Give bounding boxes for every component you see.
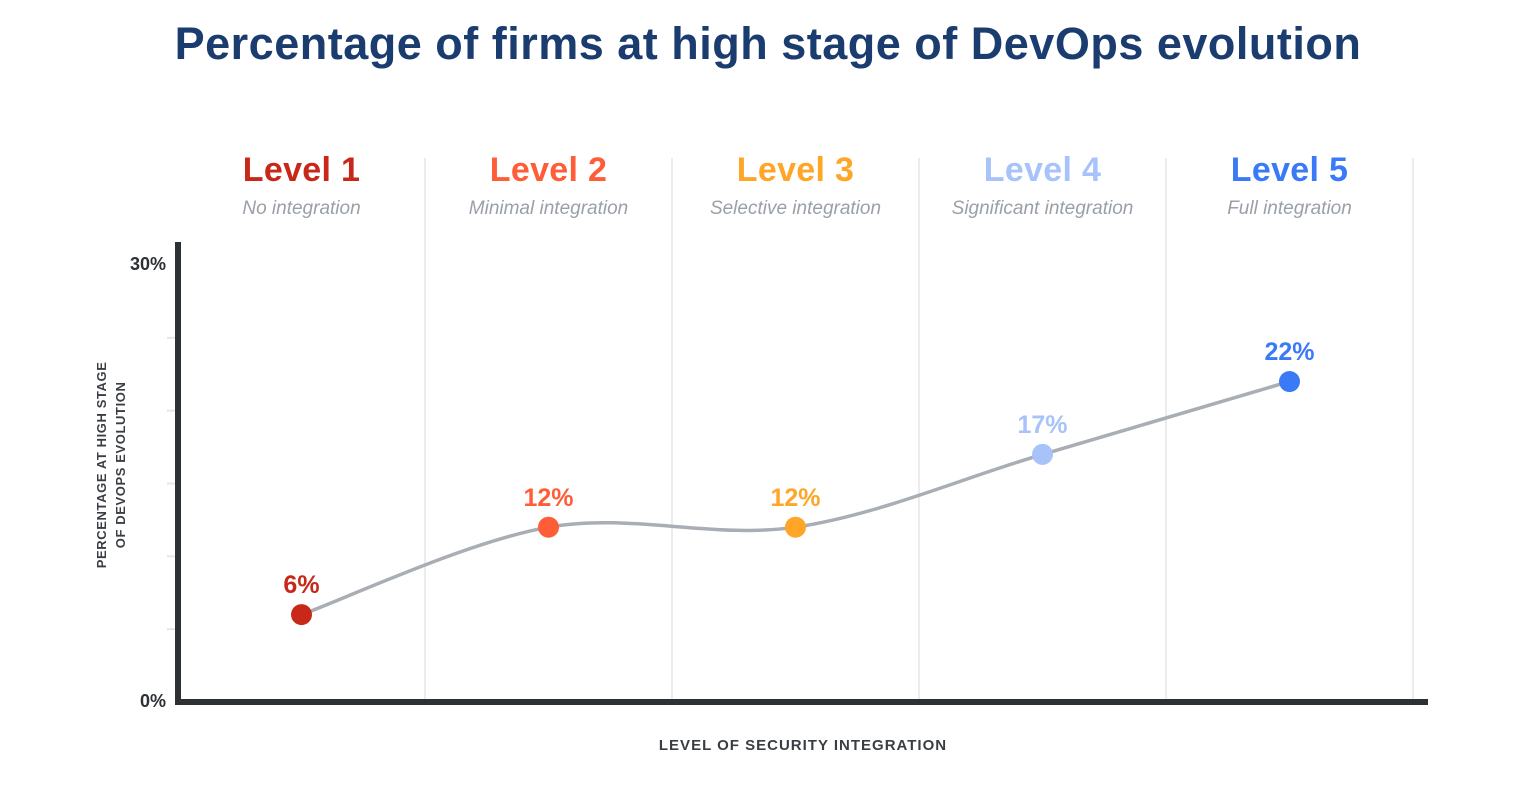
level-title: Level 4 [983,151,1102,189]
data-point-3 [785,516,806,538]
y-axis-line [175,242,181,705]
level-subtitle: No integration [242,198,361,220]
level-title: Level 1 [242,151,361,189]
level-subtitle: Minimal integration [468,198,629,220]
chart-title: Percentage of firms at high stage of Dev… [174,18,1362,69]
level-title: Level 2 [489,151,608,189]
data-point-4 [1032,443,1053,465]
level-column-1: Level 1 No integration [178,151,425,220]
level-column-4: Level 4 Significant integration [919,151,1166,220]
x-axis-line [175,699,1428,705]
level-title: Level 3 [736,151,855,189]
x-axis-title: LEVEL OF SECURITY INTEGRATION [658,737,948,754]
level-subtitle: Significant integration [951,198,1134,220]
data-point-2 [538,516,559,538]
data-point-label-4: 17% [1017,411,1067,439]
data-point-label-2: 12% [523,484,573,512]
data-point-1 [291,604,312,626]
level-headers: Level 1 No integration Level 2 Minimal inte… [178,151,1413,220]
level-title: Level 5 [1230,151,1349,189]
y-axis-max-label: 30% [129,254,166,274]
level-column-3: Level 3 Selective integration [672,151,919,220]
level-column-5: Level 5 Full integration [1166,151,1413,220]
data-point-label-5: 22% [1264,338,1314,366]
y-axis-min-label: 0% [139,691,166,711]
data-point-label-1: 6% [283,571,319,599]
data-point-5 [1279,371,1300,393]
level-subtitle: Full integration [1227,198,1352,220]
level-column-2: Level 2 Minimal integration [425,151,672,220]
data-point-label-3: 12% [770,484,820,512]
level-subtitle: Selective integration [709,198,882,220]
